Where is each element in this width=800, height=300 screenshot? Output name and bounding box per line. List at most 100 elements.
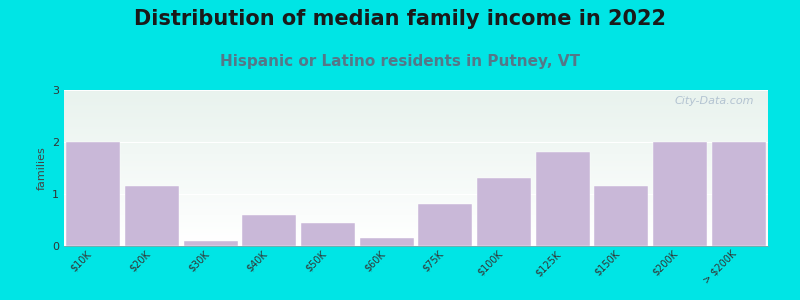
Bar [64,187,768,188]
Bar [64,118,768,119]
Bar [64,121,768,122]
Bar [64,132,768,133]
Bar [64,158,768,159]
Bar [64,203,768,204]
Bar [360,238,414,246]
Bar [64,143,768,144]
Bar [64,99,768,100]
Bar [64,108,768,109]
Bar [64,222,768,223]
Bar [64,134,768,135]
Bar [64,194,768,195]
Bar [64,230,768,231]
Bar [64,153,768,154]
Bar [64,195,768,196]
Bar [64,190,768,191]
Bar [653,142,707,246]
Bar [64,116,768,117]
Bar [64,211,768,212]
Bar [64,123,768,124]
Bar [64,214,768,215]
Bar [64,210,768,211]
Text: Distribution of median family income in 2022: Distribution of median family income in … [134,9,666,29]
Bar [64,114,768,115]
Bar [64,200,768,201]
Bar [64,105,768,106]
Bar [64,238,768,239]
Bar [64,130,768,131]
Bar [64,111,768,112]
Bar [64,192,768,193]
Bar [64,227,768,228]
Bar [64,228,768,229]
Bar [64,170,768,171]
Bar [64,169,768,170]
Bar [64,201,768,202]
Bar [64,104,768,105]
Bar [64,154,768,155]
Bar [64,185,768,186]
Bar [64,235,768,236]
Bar [64,236,768,237]
Bar [64,245,768,246]
Bar [712,142,766,246]
Bar [64,159,768,160]
Bar [64,124,768,125]
Bar [64,151,768,152]
Bar [64,188,768,189]
Bar [64,173,768,174]
Bar [64,96,768,97]
Bar [64,137,768,138]
Bar [64,224,768,225]
Bar [64,234,768,235]
Bar [64,212,768,213]
Bar [64,125,768,126]
Bar [64,165,768,166]
Bar [64,178,768,179]
Bar [184,241,238,246]
Bar [64,146,768,147]
Bar [64,242,768,243]
Bar [64,119,768,120]
Bar [64,215,768,216]
Bar [64,223,768,224]
Bar [66,142,120,246]
Bar [64,106,768,107]
Bar [64,126,768,127]
Bar [64,239,768,240]
Bar [64,98,768,99]
Bar [64,220,768,221]
Bar [64,145,768,146]
Bar [64,129,768,130]
Bar [64,202,768,203]
Bar [64,93,768,94]
Bar [64,142,768,143]
Bar [536,152,590,246]
Bar [418,204,472,246]
Bar [64,152,768,153]
Bar [64,240,768,241]
Bar [64,136,768,137]
Bar [64,127,768,128]
Bar [64,166,768,167]
Bar [64,197,768,198]
Bar [64,156,768,157]
Bar [64,157,768,158]
Bar [64,183,768,184]
Bar [64,115,768,116]
Bar [64,221,768,222]
Bar [64,208,768,209]
Bar [64,193,768,194]
Bar [64,128,768,129]
Bar [64,225,768,226]
Bar [64,189,768,190]
Bar [64,90,768,91]
Bar [64,177,768,178]
Bar [64,97,768,98]
Bar [64,176,768,177]
Bar [64,172,768,173]
Bar [64,243,768,244]
Bar [64,164,768,165]
Bar [64,213,768,214]
Bar [64,92,768,93]
